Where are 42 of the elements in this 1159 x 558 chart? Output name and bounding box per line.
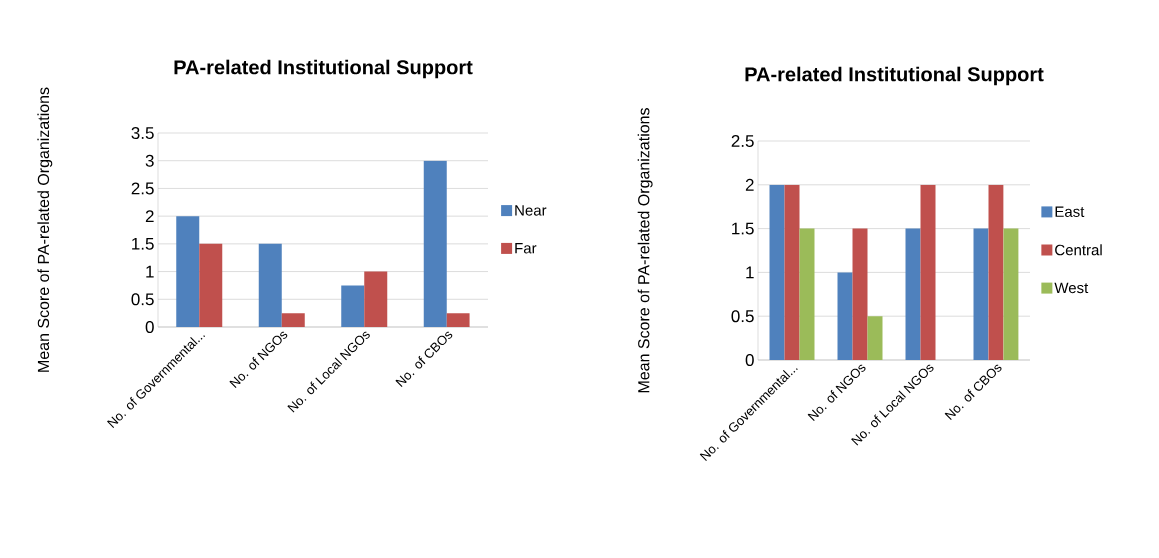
y-tick-label: 0 bbox=[145, 320, 154, 334]
y-tick-label: 0 bbox=[745, 353, 754, 367]
y-tick-label: 3 bbox=[145, 154, 154, 167]
bar bbox=[341, 285, 365, 327]
y-tick-label: 1 bbox=[146, 265, 154, 278]
chart-title: PA-related Institutional Support bbox=[745, 66, 1044, 86]
legend-label: Far bbox=[515, 243, 537, 254]
bar bbox=[973, 228, 989, 360]
bar bbox=[784, 184, 800, 360]
y-tick-label: 1.5 bbox=[132, 237, 154, 250]
legend-label: East bbox=[1055, 206, 1085, 217]
y-tick-label: 2 bbox=[145, 210, 154, 223]
y-tick-label: 1.5 bbox=[732, 222, 754, 235]
y-tick-label: 2.5 bbox=[731, 134, 754, 148]
y-tick-label: 2 bbox=[745, 178, 754, 191]
y-tick-label: 1 bbox=[746, 266, 754, 279]
legend-label: Near bbox=[515, 205, 547, 216]
bar bbox=[905, 228, 921, 360]
legend-label: Central bbox=[1055, 244, 1102, 256]
y-axis-title: Mean Score of PA-related Organizations bbox=[37, 87, 53, 372]
bar bbox=[199, 243, 223, 327]
y-tick-label: 3.5 bbox=[131, 126, 154, 140]
bar bbox=[1003, 228, 1019, 360]
bar bbox=[446, 313, 470, 327]
chart-title: PA-related Institutional Support bbox=[174, 59, 473, 79]
bar bbox=[769, 184, 785, 360]
y-tick-label: 0.5 bbox=[131, 293, 154, 306]
bar bbox=[920, 184, 936, 360]
bar bbox=[852, 228, 868, 360]
bar bbox=[176, 216, 200, 327]
y-tick-label: 2.5 bbox=[131, 182, 154, 195]
y-tick-label: 0.5 bbox=[731, 310, 754, 323]
bar bbox=[867, 316, 883, 360]
bar bbox=[837, 272, 853, 360]
bar bbox=[364, 271, 388, 327]
bar bbox=[258, 243, 282, 327]
y-axis-title: Mean Score of PA-related Organizations bbox=[637, 108, 653, 393]
legend-label: West bbox=[1054, 282, 1089, 294]
bar bbox=[423, 160, 447, 327]
bar bbox=[988, 184, 1004, 360]
bar bbox=[799, 228, 815, 360]
bar bbox=[281, 313, 305, 327]
